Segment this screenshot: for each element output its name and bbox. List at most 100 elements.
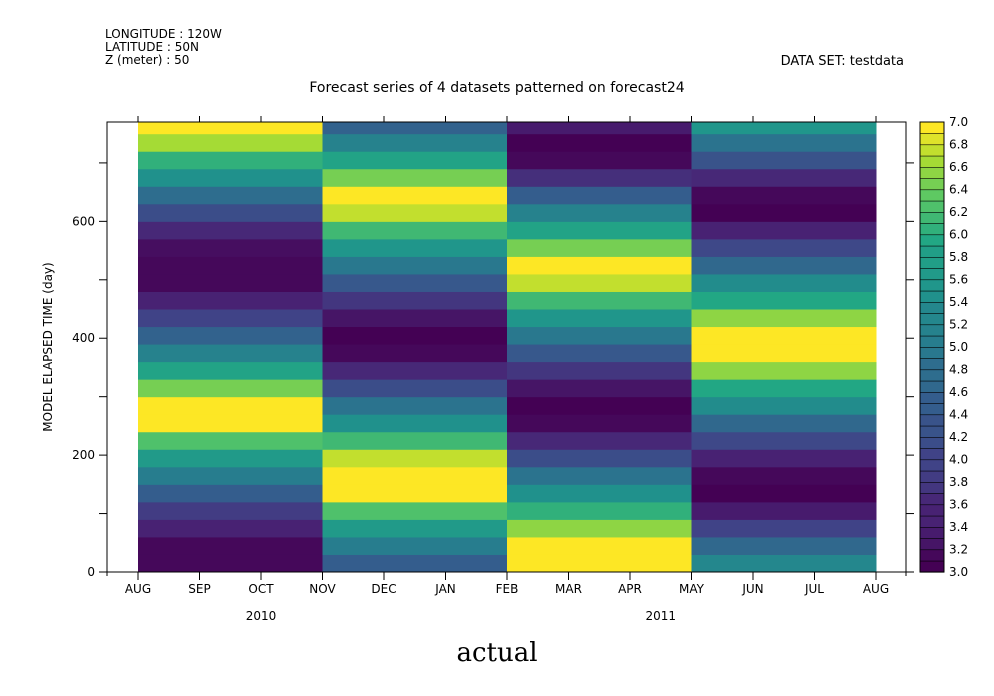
heatmap-cell [691,151,877,170]
x-tick-label: MAY [679,582,705,596]
colorbar-tick-label: 7.0 [949,115,968,129]
heatmap-cell [691,133,877,152]
heatmap-cell [138,326,323,345]
heatmap-cell [138,484,323,503]
colorbar-frame [919,121,945,573]
colorbar-swatch [919,447,945,461]
heatmap-cell [507,151,692,170]
heatmap-cell [691,536,877,555]
colorbar-swatch [919,177,945,191]
colorbar-swatch [919,132,945,146]
heatmap-cell [322,484,508,503]
heatmap-cell [691,396,877,415]
longitude-label: LONGITUDE : 120W [105,27,222,41]
heatmap-cell [138,501,323,520]
heatmap-cell [322,379,508,398]
heatmap-cell [322,256,508,275]
colorbar-tick-label: 3.6 [949,498,968,512]
header-info: LONGITUDE : 120W LATITUDE : 50N Z (meter) … [105,28,222,67]
heatmap-cell [138,133,323,152]
heatmap-cell [507,361,692,380]
x-tick-label: JUN [741,582,763,596]
latitude-label: LATITUDE : 50N [105,40,199,54]
heatmap-cell [691,449,877,468]
colorbar-swatch [919,324,945,337]
heatmap-cell [138,203,323,222]
heatmap-cell [322,238,508,257]
heatmap-cell [691,554,877,573]
heatmap-cell [138,536,323,555]
heatmap-cell [691,431,877,450]
heatmap-cell [138,554,323,573]
colorbar-tick-label: 6.0 [949,228,968,242]
heatmap-cell [507,133,692,152]
colorbar-swatch [919,222,945,236]
heatmap-cell [322,554,508,573]
heatmap-cell [138,122,323,135]
colorbar-swatch [919,369,945,382]
heatmap-cell [691,203,877,222]
x-tick-label: APR [618,582,642,596]
colorbar-tick-label: 6.8 [949,138,968,152]
colorbar-swatch [919,537,945,551]
x-tick-label: DEC [371,582,396,596]
colorbar-swatch [919,481,945,494]
colorbar-swatch [919,402,945,416]
x-tick-label: JAN [434,582,456,596]
colorbar-swatch [919,391,945,404]
heatmap-cell [691,379,877,398]
colorbar-swatch [919,357,945,371]
heatmap-cell [138,519,323,538]
year-label: 2011 [645,609,676,623]
colorbar-swatch [919,144,945,157]
heatmap-cell [691,186,877,205]
heatmap-cell [691,273,877,292]
heatmap-cell [322,344,508,363]
y-tick-label: 600 [72,214,95,228]
heatmap-cell [138,309,323,328]
heatmap-cell [322,431,508,450]
colorbar-swatch [919,346,945,359]
heatmap-cell [322,466,508,485]
heatmap-cell [138,379,323,398]
heatmap-cell [691,361,877,380]
dataset-label: DATA SET: testdata [780,54,904,69]
colorbar-tick-label: 4.8 [949,363,968,377]
heatmap-cell [322,168,508,187]
colorbar-swatch [919,526,945,539]
heatmap-cell [138,361,323,380]
heatmap-cell [138,431,323,450]
heatmap-cell [691,344,877,363]
heatmap-cell [691,168,877,187]
colorbar-swatch [919,200,945,213]
heatmap-cell [507,466,692,485]
colorbar-tick-label: 5.6 [949,273,968,287]
colorbar-swatch [919,301,945,314]
heatmap-cell [507,449,692,468]
x-tick-label: AUG [125,582,151,596]
heatmap-cell [507,396,692,415]
colorbar-swatch [919,290,945,303]
heatmap-cell [322,151,508,170]
heatmap-cell [691,291,877,310]
heatmap-cell [138,414,323,433]
heatmap-cell [507,221,692,240]
heatmap-cell [507,326,692,345]
colorbar-swatch [919,234,945,247]
heatmap-cell [322,361,508,380]
heatmap-cell [322,449,508,468]
colorbar-tick-label: 4.2 [949,430,968,444]
colorbar-swatch [919,436,945,449]
colorbar-tick-label: 3.4 [949,520,968,534]
y-tick-label: 200 [72,448,95,462]
colorbar-swatch [919,279,945,292]
colorbar-swatch [919,121,945,134]
x-tick-label: NOV [309,582,336,596]
heatmap-cell [138,466,323,485]
heatmap-cell [691,466,877,485]
heatmap-cell [322,326,508,345]
heatmap-cell [507,414,692,433]
heatmap-cell [507,554,692,573]
heatmap-cell [507,273,692,292]
heatmap-cell [138,238,323,257]
